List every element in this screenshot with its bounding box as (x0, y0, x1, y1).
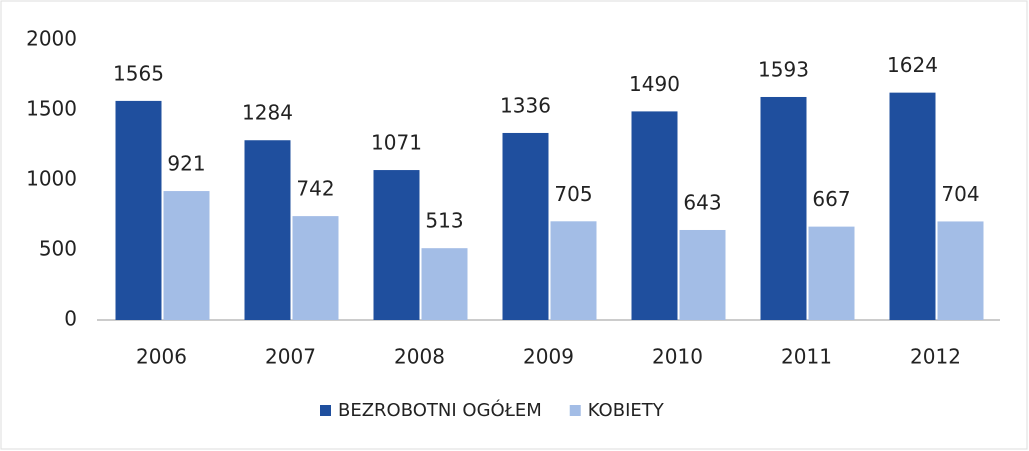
x-tick-label: 2009 (523, 345, 574, 369)
data-label: 1336 (500, 93, 551, 117)
data-label: 513 (425, 209, 463, 233)
y-tick-label: 1500 (26, 97, 77, 121)
bar (937, 221, 984, 320)
y-tick-label: 2000 (26, 27, 77, 51)
y-tick-label: 500 (39, 237, 77, 261)
x-tick-label: 2012 (910, 345, 961, 369)
bar (502, 132, 549, 320)
bar (631, 111, 678, 321)
data-label: 742 (296, 177, 334, 201)
y-tick-label: 0 (64, 307, 77, 331)
bar (550, 221, 597, 320)
data-label: 704 (941, 182, 979, 206)
bar (244, 140, 291, 320)
data-label: 1565 (113, 61, 164, 85)
bar (889, 92, 936, 320)
x-tick-label: 2008 (394, 345, 445, 369)
bar (760, 96, 807, 320)
bar (163, 191, 210, 320)
data-label: 705 (554, 182, 592, 206)
data-label: 1284 (242, 101, 293, 125)
bar (808, 226, 855, 320)
legend-label: BEZROBOTNI OGÓŁEM (338, 399, 542, 421)
data-label: 1490 (629, 72, 680, 96)
x-tick-label: 2006 (136, 345, 187, 369)
bar (292, 216, 339, 320)
bar (421, 248, 468, 320)
data-label: 667 (812, 187, 850, 211)
data-label: 1593 (758, 57, 809, 81)
data-label: 1071 (371, 131, 422, 155)
y-tick-label: 1000 (26, 167, 77, 191)
bar (373, 170, 420, 320)
x-tick-label: 2010 (652, 345, 703, 369)
bar (679, 229, 726, 320)
data-label: 921 (167, 152, 205, 176)
x-tick-label: 2007 (265, 345, 316, 369)
data-label: 1624 (887, 53, 938, 77)
bar (115, 100, 162, 321)
legend-label: KOBIETY (588, 400, 665, 421)
data-label: 643 (683, 190, 721, 214)
x-tick-label: 2011 (781, 345, 832, 369)
legend-swatch (320, 405, 331, 416)
legend-swatch (569, 405, 581, 416)
